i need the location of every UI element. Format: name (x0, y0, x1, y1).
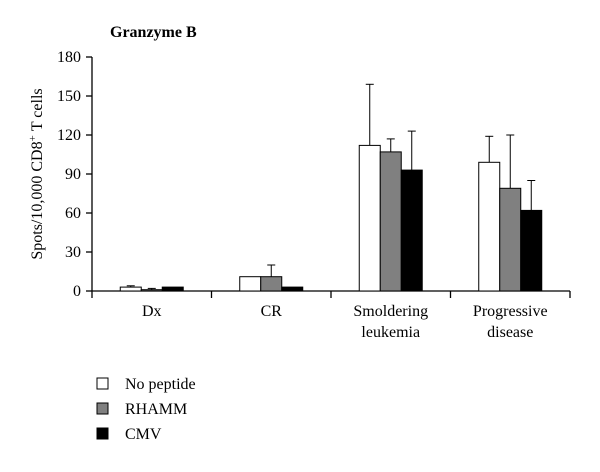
legend-swatch-no-peptide (96, 377, 109, 390)
bar-no-peptide-3 (478, 161, 501, 292)
bar-cmv-0 (161, 286, 184, 292)
legend-swatch-cmv (96, 427, 109, 440)
legend-label: RHAMM (125, 401, 187, 418)
x-category-label-line: Progressive (473, 303, 548, 320)
bar-rhamm-1 (260, 276, 283, 292)
x-category-label-line: disease (487, 324, 533, 341)
x-category-label-line: Smoldering (353, 303, 428, 320)
bar-no-peptide-0 (119, 286, 142, 292)
y-axis-label: Spots/10,000 CD8+ T cells (27, 88, 46, 259)
x-category-label: Progressive disease (473, 303, 548, 341)
bar-rhamm-0 (140, 289, 163, 292)
y-tick-label: 180 (57, 49, 81, 66)
x-category-label-line: leukemia (361, 324, 420, 341)
x-category-label: Dx (142, 303, 162, 320)
bar-no-peptide-2 (358, 144, 381, 292)
y-tick-label: 60 (65, 205, 81, 222)
y-axis-label-main: Spots/10,000 CD8 (29, 141, 46, 259)
bar-cmv-1 (281, 286, 304, 292)
chart-title: Granzyme B (110, 24, 197, 41)
legend-label: CMV (125, 426, 162, 443)
y-tick-label: 30 (65, 244, 81, 261)
bar-cmv-2 (400, 169, 423, 292)
legend-swatch-rhamm (96, 402, 109, 415)
y-axis-label-suffix: T cells (29, 88, 46, 135)
bar-cmv-3 (520, 209, 543, 292)
x-category-label: Smoldering leukemia (353, 303, 428, 341)
legend-label: No peptide (125, 376, 196, 393)
y-tick-label: 120 (57, 127, 81, 144)
y-axis-label-superscript: + (27, 135, 39, 141)
bar-no-peptide-1 (239, 276, 262, 292)
y-tick-label: 150 (57, 88, 81, 105)
y-tick-label: 0 (73, 283, 81, 300)
x-category-label: CR (261, 303, 283, 320)
x-category-label-line: CR (261, 303, 283, 320)
bar-rhamm-3 (499, 187, 522, 292)
x-category-label-line: Dx (142, 303, 162, 320)
y-tick-label: 90 (65, 166, 81, 183)
bar-rhamm-2 (379, 151, 402, 292)
